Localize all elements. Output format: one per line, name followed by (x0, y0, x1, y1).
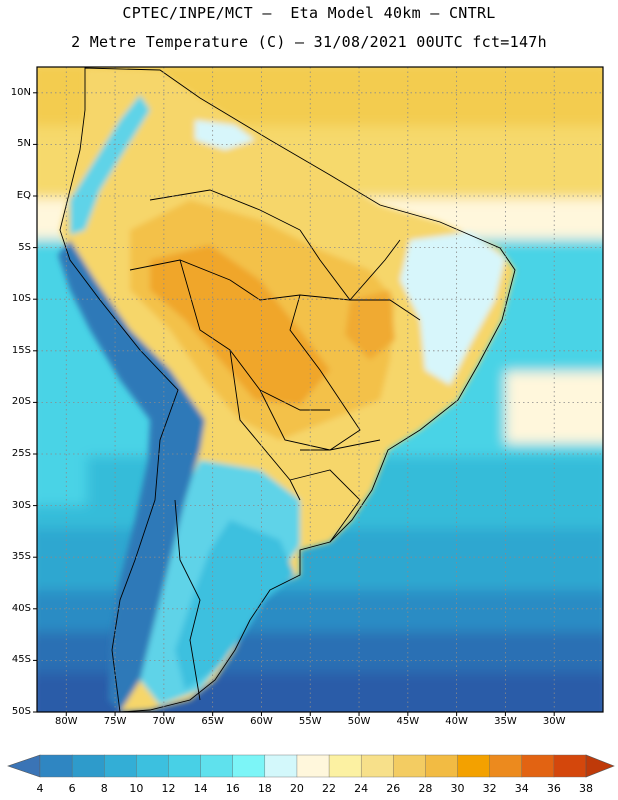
lat-label: 20S (11, 396, 31, 408)
guiana-cool (195, 120, 255, 150)
colorbar-swatch (521, 754, 555, 778)
andes-north-cool (70, 95, 150, 235)
lon-label: 60W (250, 716, 273, 727)
colorbar-swatch (296, 754, 330, 778)
lat-label: 10S (11, 293, 31, 305)
colorbar-arrow-low (7, 754, 41, 778)
colorbar-label: 12 (161, 782, 176, 795)
lat-label: 35S (11, 551, 31, 563)
lon-label: 65W (201, 716, 224, 727)
colorbar-label: 8 (100, 782, 108, 795)
lon-label: 45W (396, 716, 420, 727)
colorbar-label: 38 (579, 782, 593, 795)
atlantic-mild (505, 371, 603, 444)
map-subtitle: 2 Metre Temperature (C) – 31/08/2021 00U… (71, 33, 547, 51)
colorbar-label: 14 (193, 782, 208, 795)
lat-label: 40S (11, 602, 31, 614)
lat-label: 15S (11, 344, 31, 356)
colorbar-swatch (328, 754, 362, 778)
temperature-field (37, 67, 603, 712)
pampas-cool (175, 520, 295, 690)
lon-label: 70W (152, 716, 176, 727)
colorbar-arrow-high (585, 754, 615, 778)
colorbar-label: 20 (289, 782, 304, 795)
colorbar-label: 34 (514, 782, 529, 795)
colorbar-swatch (489, 754, 523, 778)
colorbar-swatch (553, 754, 587, 778)
lon-label: 55W (298, 716, 322, 727)
colorbar-swatch (136, 754, 169, 778)
map-title: CPTEC/INPE/MCT – Eta Model 40km – CNTRL (122, 4, 496, 22)
colorbar (7, 754, 615, 778)
lat-label: 25S (11, 448, 31, 459)
northeast-mild (400, 232, 505, 385)
andes-cold (58, 240, 205, 712)
colorbar-swatch (457, 754, 491, 778)
lat-label: 45S (11, 654, 31, 666)
lat-label: 5N (17, 138, 31, 150)
colorbar-swatch (71, 754, 105, 778)
colorbar-label: 26 (386, 782, 401, 795)
colorbar-swatch (264, 754, 298, 778)
lat-label: 5S (18, 241, 31, 253)
colorbar-label: 16 (225, 782, 240, 795)
colorbar-label: 22 (322, 782, 337, 795)
colorbar-swatch (168, 754, 202, 778)
country-borders (59, 67, 516, 712)
axis-ticks (33, 92, 555, 716)
colorbar-label: 4 (36, 782, 44, 795)
colorbar-swatch (393, 754, 426, 778)
colorbar-label: 10 (129, 782, 144, 795)
colorbar-swatch (200, 754, 234, 778)
colorbar-label: 28 (418, 782, 433, 795)
map-frame (36, 66, 604, 713)
colorbar-label: 36 (546, 782, 561, 795)
lon-label: 40W (445, 716, 468, 727)
colorbar-swatch (360, 754, 394, 778)
lat-label: 10N (10, 86, 31, 98)
colorbar-label: 24 (354, 782, 369, 795)
colorbar-swatch (39, 754, 73, 778)
colorbar-swatch (425, 754, 459, 778)
lon-label: 75W (103, 716, 127, 727)
lat-label: 30S (11, 499, 31, 511)
colorbar-swatch (232, 754, 266, 778)
lon-label: 80W (54, 716, 78, 727)
hot-core (150, 245, 330, 405)
colorbar-label: 6 (68, 782, 76, 795)
lat-label: 50S (11, 706, 31, 717)
lon-label: 30W (542, 716, 566, 727)
colorbar-label: 32 (482, 782, 497, 795)
lon-label: 50W (347, 716, 371, 727)
lon-label: 35W (494, 716, 517, 727)
colorbar-label: 30 (450, 782, 465, 795)
hot-core-east (345, 290, 395, 360)
colorbar-swatch (104, 754, 137, 778)
colorbar-label: 18 (257, 782, 272, 795)
lat-label: EQ (16, 190, 31, 201)
